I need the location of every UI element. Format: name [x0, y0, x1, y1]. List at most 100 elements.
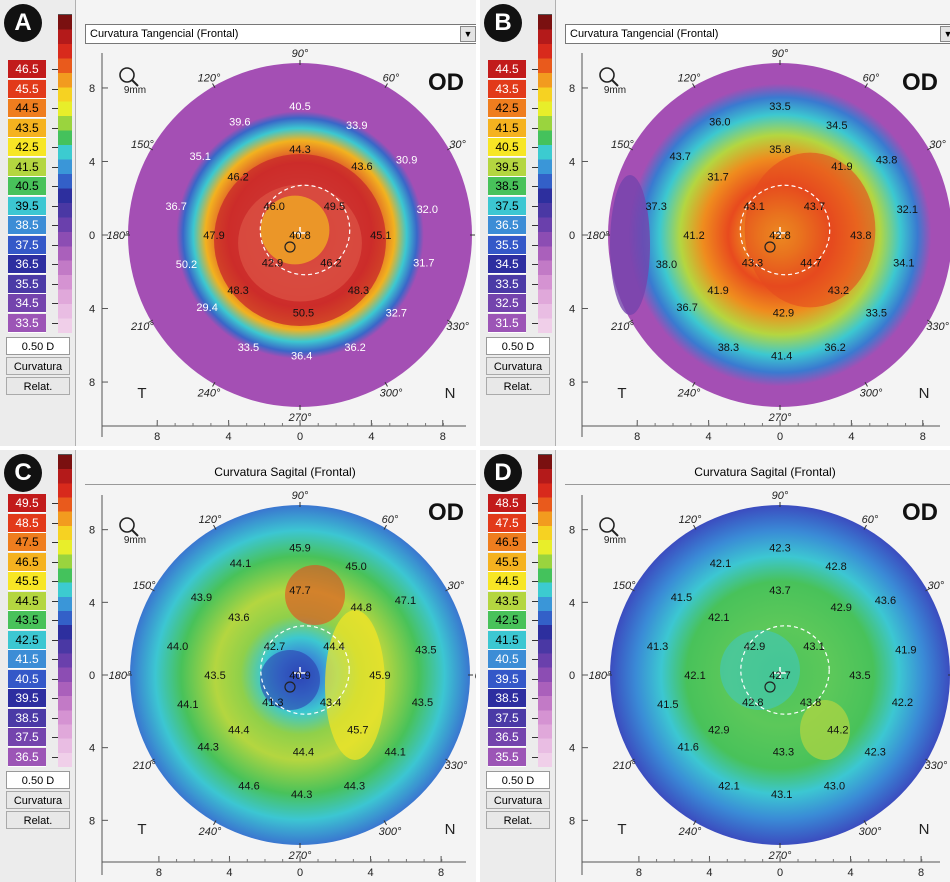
scale-swatch: 44.5 — [8, 99, 46, 118]
mode-label: Curvatura — [6, 791, 70, 809]
y-tick-label: 4 — [89, 156, 95, 168]
curvature-value: 44.6 — [238, 781, 259, 793]
scale-swatch: 38.5 — [8, 216, 46, 235]
scale-swatch: 45.5 — [8, 572, 46, 591]
curvature-value: 36.0 — [709, 116, 730, 128]
curvature-value: 45.1 — [370, 230, 391, 242]
map-type-select-value: Curvatura Tangencial (Frontal) — [90, 28, 239, 40]
zoom-magnifier-icon[interactable] — [599, 67, 619, 87]
curvature-value: 46.2 — [227, 172, 248, 184]
x-tick-label: 0 — [777, 867, 783, 879]
scale-swatch: 42.5 — [8, 138, 46, 157]
angle-label: 60° — [382, 514, 399, 526]
curvature-value: 34.1 — [893, 258, 914, 270]
scale-tick — [532, 108, 538, 109]
panel-badge: C — [4, 454, 42, 492]
curvature-value: 42.9 — [262, 258, 283, 270]
relat-label: Relat. — [6, 377, 70, 395]
y-tick-label: 8 — [89, 377, 95, 389]
scale-swatch: 37.5 — [8, 235, 46, 255]
curvature-value: 32.1 — [897, 204, 918, 216]
angle-label: 30° — [449, 139, 466, 151]
scale-swatch: 43.5 — [8, 611, 46, 630]
curvature-value: 44.4 — [293, 747, 314, 759]
curvature-value: 43.3 — [742, 258, 763, 270]
scale-tick — [52, 108, 58, 109]
angle-label: 270° — [768, 850, 792, 862]
curvature-value: 44.3 — [197, 741, 218, 753]
angle-label: 300° — [379, 826, 402, 838]
x-tick-label: 4 — [368, 431, 374, 443]
scale-tick — [52, 581, 58, 582]
curvature-value: 48.3 — [348, 285, 369, 297]
scale-tick — [532, 717, 538, 719]
scale-swatch: 34.5 — [488, 255, 526, 274]
scale-swatch: 40.5 — [488, 138, 526, 157]
curvature-value: 36.4 — [291, 350, 312, 362]
curvature-value: 42.8 — [769, 230, 790, 242]
zoom-magnifier-icon[interactable] — [599, 517, 619, 537]
scale-tick — [532, 283, 538, 285]
curvature-value: 35.8 — [769, 144, 790, 156]
map-type-select[interactable]: Curvatura Tangencial (Frontal) ▼ — [85, 24, 476, 44]
x-tick-label: 8 — [636, 867, 642, 879]
curvature-value: 42.9 — [773, 307, 794, 319]
topography-map: 840488404890°60°30°0°330°300°270°240°210… — [569, 48, 950, 443]
curvature-value: 38.0 — [656, 259, 677, 271]
step-size: 0.50 D — [6, 771, 70, 789]
scale-swatch: 35.5 — [8, 274, 46, 294]
scale-swatch: 41.5 — [8, 650, 46, 669]
curvature-value: 40.8 — [289, 230, 310, 242]
curvature-value: 43.8 — [876, 154, 897, 166]
scale-tick — [52, 264, 58, 265]
curvature-value: 44.4 — [228, 724, 249, 736]
scale-tick — [52, 620, 58, 621]
map-type-select[interactable]: Curvatura Tangencial (Frontal) ▼ — [565, 24, 950, 44]
curvature-value: 42.7 — [264, 641, 285, 653]
curvature-value: 44.4 — [323, 641, 344, 653]
scale-swatch: 42.5 — [488, 611, 526, 630]
scale-swatch: 45.5 — [488, 552, 526, 572]
angle-label: 300° — [380, 388, 403, 400]
scale-tick — [532, 244, 538, 246]
curvature-value: 43.2 — [828, 285, 849, 297]
temporal-label: T — [137, 821, 146, 838]
scale-tick — [532, 639, 538, 641]
panel-a: 46.5 45.5 44.5 43.5 42.5 41.5 40.5 39.5 38.5 37.5… — [0, 0, 476, 446]
dropdown-arrow-icon[interactable]: ▼ — [460, 26, 476, 42]
x-tick-label: 4 — [847, 867, 853, 879]
y-tick-label: 4 — [89, 743, 95, 755]
scale-tick — [532, 756, 538, 758]
y-tick-label: 4 — [569, 304, 575, 316]
angle-label: 30° — [448, 580, 465, 592]
step-size: 0.50 D — [486, 337, 550, 355]
scale-tick — [532, 620, 538, 621]
angle-label: 240° — [198, 826, 222, 838]
scale-tick — [532, 503, 538, 504]
curvature-value: 43.4 — [320, 697, 341, 709]
scale-tick — [52, 244, 58, 246]
curvature-value: 44.1 — [384, 747, 405, 759]
angle-label: 270° — [768, 412, 792, 424]
angle-label: 210° — [610, 321, 634, 333]
curvature-value: 41.6 — [677, 741, 698, 753]
color-scale: 48.5 47.5 46.5 45.5 44.5 43.5 42.5 41.5 40.5 39.5… — [480, 450, 556, 882]
dropdown-arrow-icon[interactable]: ▼ — [940, 26, 950, 42]
scale-tick — [52, 678, 58, 680]
curvature-value: 43.8 — [800, 697, 821, 709]
scale-tick — [52, 69, 58, 70]
zoom-magnifier-icon[interactable] — [119, 67, 139, 87]
curvature-value: 32.7 — [386, 307, 407, 319]
scale-tick — [532, 69, 538, 70]
curvature-value: 36.2 — [344, 342, 365, 354]
curvature-value: 32.0 — [417, 204, 438, 216]
scale-swatch: 38.5 — [488, 177, 526, 196]
nasal-label: N — [919, 821, 930, 838]
scale-bar — [58, 14, 72, 333]
curvature-value: 36.7 — [165, 201, 186, 213]
scale-tick — [52, 639, 58, 641]
curvature-value: 42.1 — [708, 612, 729, 624]
zoom-magnifier-icon[interactable] — [119, 517, 139, 537]
scale-tick — [532, 698, 538, 699]
color-scale: 49.5 48.5 47.5 46.5 45.5 44.5 43.5 42.5 41.5 40.5… — [0, 450, 76, 882]
